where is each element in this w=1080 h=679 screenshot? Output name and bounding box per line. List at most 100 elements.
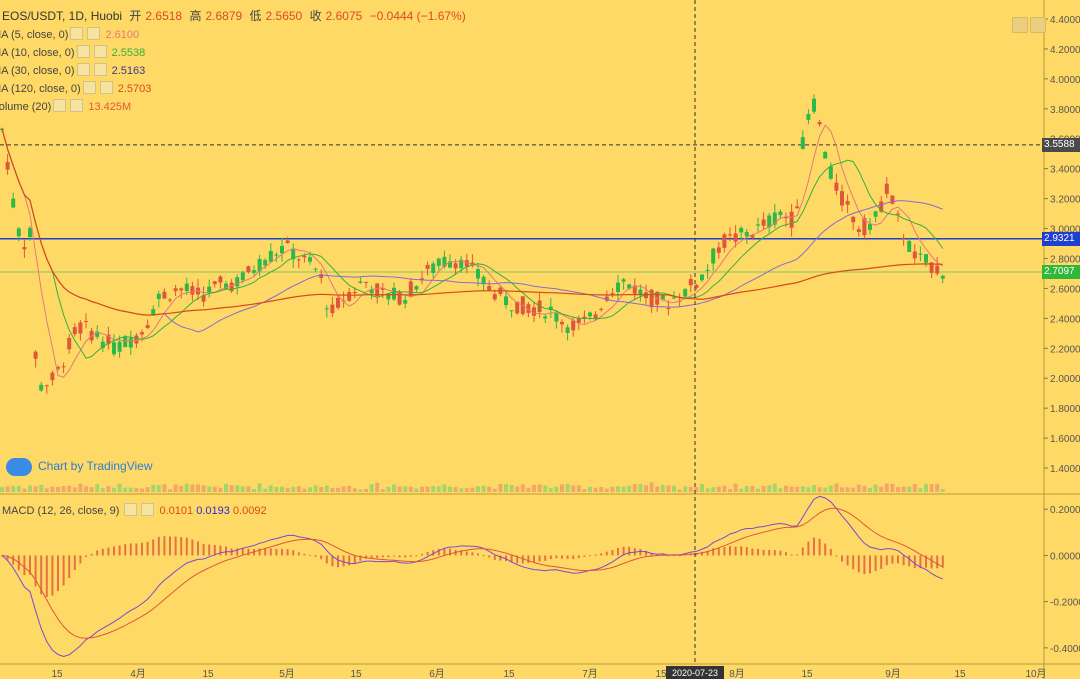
macd-histogram-bar [107, 547, 110, 556]
indicator-label[interactable]: MA (5, close, 0) [0, 29, 69, 41]
settings-icon[interactable] [70, 27, 84, 40]
candle-body [252, 270, 256, 273]
volume-bar [380, 489, 385, 492]
settings-icon[interactable] [82, 81, 96, 94]
candle-body [879, 201, 884, 212]
volume-bar [688, 486, 693, 492]
crosshair-date-box [666, 666, 724, 679]
settings-icon[interactable] [124, 503, 138, 516]
volume-bar [263, 488, 268, 492]
volume-bar [677, 489, 682, 492]
symbol-label[interactable]: EOS/USDT, 1D, Huobi [2, 9, 123, 23]
indicator-label[interactable]: MA (30, close, 0) [0, 65, 75, 77]
macd-signal-line [1, 507, 944, 639]
settings-icon[interactable] [76, 63, 90, 76]
candle-body [369, 289, 374, 294]
macd-histogram-bar [208, 544, 211, 556]
macd-histogram-bar [846, 555, 849, 566]
volume-bar [632, 484, 637, 492]
macd-histogram-bar [600, 553, 603, 556]
close-icon[interactable] [70, 99, 84, 112]
volume-bar [828, 485, 833, 492]
candle-body [207, 286, 212, 294]
candle-body [16, 228, 21, 237]
candle-body [627, 284, 632, 289]
candle-body [688, 278, 693, 286]
candle-body [604, 296, 609, 301]
macd-histogram-bar [141, 542, 143, 556]
maximize-icon[interactable] [1012, 17, 1028, 33]
macd-histogram-bar [639, 548, 642, 556]
volume-bar [50, 486, 55, 492]
close-icon[interactable] [93, 45, 107, 58]
macd-histogram-bar [566, 555, 569, 559]
macd-value-2: 0.0193 [196, 505, 230, 517]
x-tick-label: 7月 [582, 668, 598, 679]
candle-body [884, 183, 889, 194]
volume-bar [218, 487, 223, 492]
volume-bar [862, 485, 867, 492]
candle-body [386, 293, 391, 300]
close-pane-icon[interactable] [1030, 17, 1046, 33]
candle-body [929, 262, 934, 273]
volume-bar [369, 484, 374, 492]
macd-histogram-bar [645, 550, 647, 556]
macd-histogram-bar [488, 555, 491, 558]
x-tick-label: 15 [801, 669, 813, 679]
macd-histogram-bar [185, 537, 188, 556]
close-icon[interactable] [99, 81, 113, 94]
volume-bar [492, 488, 497, 492]
volume-bar [929, 484, 934, 492]
indicator-row: MA (120, close, 0) 2.5703 [0, 81, 151, 95]
indicator-label[interactable]: MA (120, close, 0) [0, 83, 81, 95]
candle-body [509, 310, 514, 312]
close-icon[interactable] [141, 503, 155, 516]
volume-bar [711, 487, 716, 492]
indicator-value: 2.6100 [105, 29, 140, 41]
x-tick-label: 15 [954, 669, 966, 679]
volume-bar [806, 487, 811, 492]
volume-bar [627, 485, 632, 492]
indicator-label[interactable]: MA (10, close, 0) [0, 47, 75, 59]
indicator-row: MA (5, close, 0) 2.6100 [0, 27, 139, 41]
volume-bar [268, 485, 273, 492]
low-value: 2.5650 [265, 9, 303, 23]
volume-bar [358, 489, 363, 492]
ma120-line [1, 128, 943, 316]
candle-body [515, 301, 520, 314]
macd-histogram-bar [68, 555, 71, 579]
candle-body [33, 351, 38, 359]
macd-histogram-bar [594, 554, 597, 556]
volume-bar [700, 484, 704, 492]
macd-label[interactable]: MACD (12, 26, close, 9) [2, 505, 120, 517]
volume-bar [543, 485, 548, 492]
candle-body [873, 211, 878, 217]
candle-body [616, 282, 620, 293]
volume-bar [285, 488, 290, 492]
tradingview-watermark[interactable]: Chart by TradingView [6, 458, 153, 476]
macd-histogram-bar [740, 546, 743, 556]
volume-bar [795, 486, 800, 492]
price-tag: 2.9321 [1042, 231, 1080, 246]
candle-body [756, 224, 760, 226]
tradingview-logo-icon [6, 458, 32, 476]
macd-histogram-bar [236, 548, 239, 556]
macd-histogram-bar [555, 555, 558, 559]
candle-body [599, 308, 604, 310]
settings-icon[interactable] [76, 45, 90, 58]
volume-bar [733, 483, 738, 492]
close-icon[interactable] [93, 63, 107, 76]
settings-icon[interactable] [53, 99, 67, 112]
candle-body [336, 298, 340, 308]
candle-body [548, 306, 553, 310]
candle-body [84, 320, 88, 322]
indicator-label[interactable]: Volume (20) [0, 101, 52, 113]
volume-bar [336, 487, 340, 492]
volume-bar [11, 485, 16, 492]
volume-bar [800, 486, 805, 492]
candle-body [240, 272, 245, 281]
candle-body [711, 248, 716, 264]
close-icon[interactable] [87, 27, 101, 40]
candle-body [212, 281, 217, 285]
